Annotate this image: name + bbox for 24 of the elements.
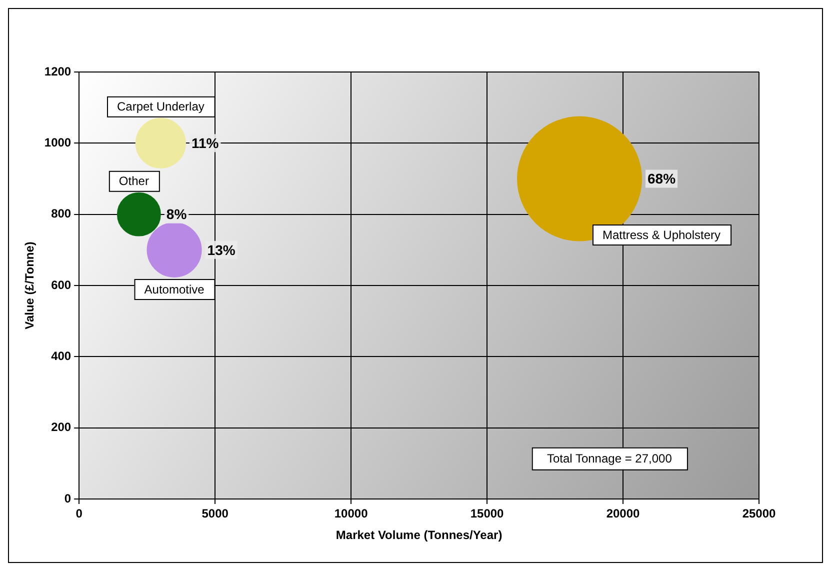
- annotation: Total Tonnage = 27,000: [546, 452, 672, 466]
- x-tick-label: 10000: [334, 506, 368, 521]
- x-tick-label: 20000: [606, 506, 640, 521]
- x-tick-label: 25000: [742, 506, 776, 521]
- annotation: 11%: [191, 135, 220, 152]
- y-tick-label: 600: [51, 278, 72, 292]
- series-label: Automotive: [144, 282, 205, 296]
- y-tick-label: 0: [64, 491, 72, 506]
- x-tick-label: 15000: [470, 506, 504, 521]
- series-label: Carpet Underlay: [116, 100, 204, 114]
- annotation: 13%: [207, 242, 236, 258]
- y-tick-label: 800: [51, 206, 72, 221]
- y-tick-label: 400: [51, 348, 72, 363]
- annotation: 68%: [648, 170, 676, 187]
- annotation: 8%: [166, 206, 188, 222]
- x-tick-label: 0: [76, 506, 83, 521]
- y-axis-title: Value (£/Tonne): [22, 242, 37, 330]
- x-tick-label: 5000: [202, 506, 229, 521]
- series-label: Mattress & Upholstery: [602, 228, 721, 242]
- y-tick-label: 1200: [44, 64, 72, 78]
- y-tick-label: 1000: [44, 135, 72, 150]
- x-axis-title: Market Volume (Tonnes/Year): [336, 528, 502, 542]
- y-tick-label: 200: [51, 420, 72, 434]
- series-label: Other: [118, 174, 149, 188]
